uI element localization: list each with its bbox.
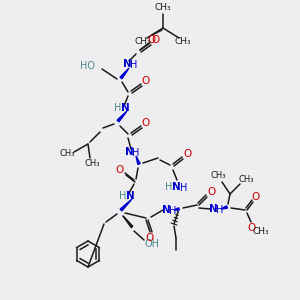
Text: CH₃: CH₃	[238, 176, 254, 184]
Text: N: N	[121, 103, 129, 113]
Text: N: N	[208, 204, 217, 214]
Text: O: O	[183, 149, 191, 159]
Text: O: O	[145, 233, 153, 243]
Text: H: H	[130, 60, 138, 70]
Text: CH₃: CH₃	[135, 38, 151, 46]
Text: H: H	[169, 206, 177, 216]
Text: CH₃: CH₃	[175, 38, 191, 46]
Polygon shape	[120, 68, 129, 79]
Text: N: N	[162, 205, 170, 215]
Text: OH: OH	[145, 239, 160, 249]
Text: H: H	[119, 191, 127, 201]
Polygon shape	[221, 206, 227, 209]
Text: O: O	[252, 192, 260, 202]
Text: CH₃: CH₃	[210, 172, 226, 181]
Text: N: N	[124, 147, 134, 157]
Text: O: O	[148, 35, 156, 45]
Text: H: H	[180, 183, 188, 193]
Text: CH₃: CH₃	[59, 149, 75, 158]
Text: H: H	[114, 103, 122, 113]
Polygon shape	[136, 156, 140, 164]
Text: O: O	[151, 35, 159, 45]
Text: O: O	[142, 76, 150, 86]
Text: H: H	[216, 205, 224, 215]
Text: O: O	[142, 118, 150, 128]
Text: N: N	[172, 182, 180, 192]
Text: N: N	[126, 191, 134, 201]
Text: O: O	[248, 223, 256, 233]
Polygon shape	[174, 208, 179, 210]
Text: H: H	[165, 182, 173, 192]
Text: N: N	[123, 59, 131, 69]
Text: CH₃: CH₃	[155, 4, 171, 13]
Text: O: O	[207, 187, 215, 197]
Text: HO: HO	[80, 61, 95, 71]
Polygon shape	[123, 216, 133, 228]
Polygon shape	[117, 111, 127, 122]
Text: CH₃: CH₃	[253, 227, 269, 236]
Text: H: H	[132, 148, 140, 158]
Text: O: O	[116, 165, 124, 175]
Text: CH₃: CH₃	[84, 160, 100, 169]
Polygon shape	[120, 199, 132, 211]
